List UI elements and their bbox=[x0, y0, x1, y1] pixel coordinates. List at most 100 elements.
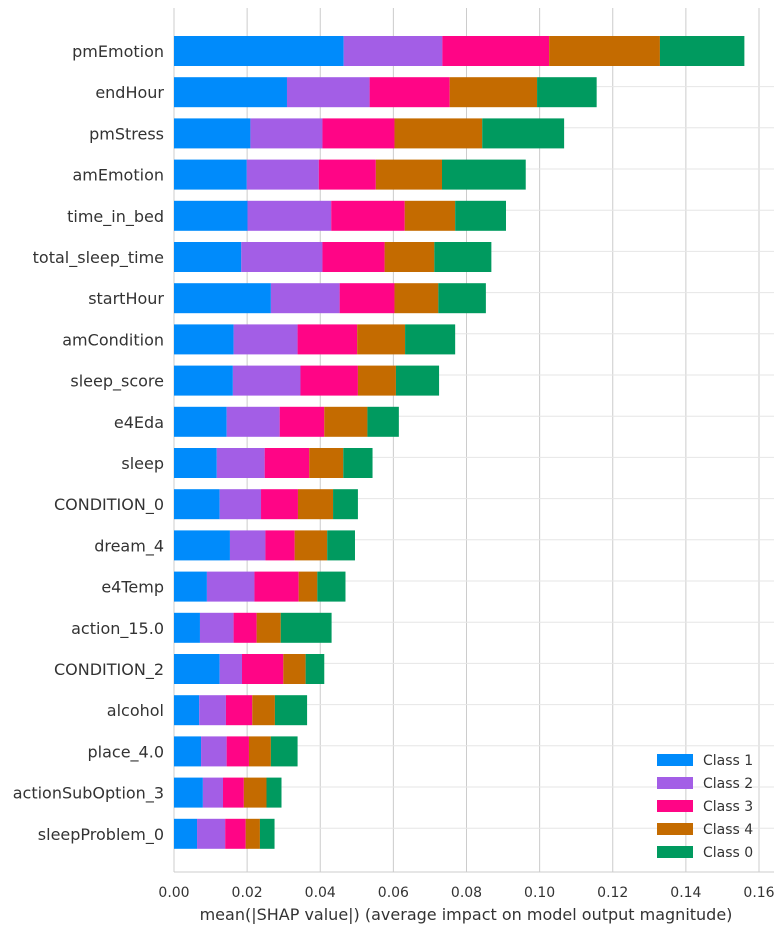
bar-class-2 bbox=[202, 777, 223, 808]
bar-class-4 bbox=[298, 571, 318, 602]
feature-label: sleepProblem_0 bbox=[38, 825, 164, 845]
feature-label: amEmotion bbox=[72, 166, 164, 185]
legend-item: Class 1 bbox=[657, 753, 753, 769]
feature-label: dream_4 bbox=[94, 536, 164, 556]
bar-class-4 bbox=[294, 530, 328, 561]
legend-item: Class 0 bbox=[657, 845, 753, 861]
bar-class-1 bbox=[174, 777, 203, 808]
feature-label: CONDITION_0 bbox=[54, 495, 164, 515]
bar-class-2 bbox=[233, 324, 298, 355]
bar-class-3 bbox=[222, 777, 244, 808]
feature-label: amCondition bbox=[62, 330, 164, 349]
legend-swatch bbox=[657, 846, 693, 858]
x-tick-label: 0.02 bbox=[232, 885, 263, 901]
bar-class-0 bbox=[537, 77, 597, 108]
x-axis-title: mean(|SHAP value|) (average impact on mo… bbox=[200, 905, 733, 924]
bar-class-2 bbox=[270, 283, 340, 314]
bar-class-1 bbox=[174, 324, 234, 355]
legend-swatch bbox=[657, 777, 693, 789]
bar-class-2 bbox=[219, 654, 243, 684]
bar-class-1 bbox=[174, 36, 344, 66]
bar-class-0 bbox=[395, 365, 440, 396]
bar-class-4 bbox=[394, 118, 483, 149]
bar-stack-actionSubOption_3 bbox=[174, 777, 282, 808]
feature-label: place_4.0 bbox=[88, 742, 165, 762]
bar-class-0 bbox=[274, 695, 308, 726]
bar-class-1 bbox=[174, 736, 202, 767]
bar-class-0 bbox=[442, 159, 526, 190]
feature-label: sleep bbox=[121, 454, 164, 473]
legend-swatch bbox=[657, 754, 693, 766]
bar-stack-action_15.0 bbox=[174, 612, 332, 643]
bar-stack-endHour bbox=[174, 77, 597, 108]
bar-class-2 bbox=[247, 200, 332, 231]
bar-class-1 bbox=[174, 406, 227, 437]
bar-class-1 bbox=[174, 159, 247, 190]
bar-class-1 bbox=[174, 242, 242, 272]
bar-class-2 bbox=[250, 118, 323, 149]
bar-class-4 bbox=[384, 242, 435, 272]
bar-class-0 bbox=[434, 242, 492, 272]
bar-class-1 bbox=[174, 365, 233, 396]
feature-label: sleep_score bbox=[70, 372, 164, 392]
bar-class-0 bbox=[327, 530, 355, 561]
feature-label: CONDITION_2 bbox=[54, 660, 164, 680]
bar-stack-pmEmotion bbox=[174, 36, 745, 66]
bar-class-2 bbox=[343, 36, 443, 66]
legend-label: Class 3 bbox=[703, 799, 753, 815]
bar-stack-startHour bbox=[174, 283, 486, 314]
bar-class-3 bbox=[318, 159, 376, 190]
bar-class-3 bbox=[322, 242, 385, 272]
bar-class-3 bbox=[322, 118, 395, 149]
x-tick-label: 0.12 bbox=[597, 885, 628, 901]
legend-label: Class 0 bbox=[703, 845, 753, 861]
bar-class-3 bbox=[264, 448, 310, 478]
x-tick-label: 0.00 bbox=[158, 885, 189, 901]
bar-stack-amEmotion bbox=[174, 159, 526, 190]
bar-class-4 bbox=[243, 777, 267, 808]
bar-stacks bbox=[174, 36, 745, 849]
bar-class-3 bbox=[226, 736, 249, 767]
bar-class-4 bbox=[394, 283, 439, 314]
bar-class-4 bbox=[252, 695, 275, 726]
legend-label: Class 1 bbox=[703, 753, 753, 769]
bar-class-4 bbox=[357, 365, 396, 396]
bar-stack-time_in_bed bbox=[174, 200, 506, 231]
bar-class-1 bbox=[174, 448, 217, 478]
bar-class-2 bbox=[286, 77, 370, 108]
bar-class-2 bbox=[197, 818, 226, 849]
bar-stack-CONDITION_0 bbox=[174, 489, 358, 520]
bar-class-3 bbox=[261, 489, 298, 520]
bar-class-3 bbox=[254, 571, 299, 602]
bar-stack-amCondition bbox=[174, 324, 456, 355]
bar-class-1 bbox=[174, 818, 198, 849]
bar-class-0 bbox=[455, 200, 506, 231]
feature-label: action_15.0 bbox=[71, 619, 164, 639]
bar-class-2 bbox=[216, 448, 265, 478]
x-tick-label: 0.08 bbox=[451, 885, 482, 901]
bar-class-2 bbox=[201, 736, 227, 767]
bar-class-0 bbox=[367, 406, 399, 437]
feature-label: pmStress bbox=[89, 124, 164, 143]
bar-class-4 bbox=[256, 612, 281, 643]
feature-label: e4Temp bbox=[101, 578, 164, 597]
bar-class-4 bbox=[375, 159, 443, 190]
bar-class-0 bbox=[270, 736, 298, 767]
feature-label: alcohol bbox=[107, 701, 164, 720]
bar-class-2 bbox=[199, 612, 234, 643]
bar-class-0 bbox=[266, 777, 282, 808]
bar-class-2 bbox=[241, 242, 323, 272]
bar-class-4 bbox=[404, 200, 456, 231]
bar-class-0 bbox=[333, 489, 358, 520]
legend-item: Class 2 bbox=[657, 776, 753, 792]
bar-class-1 bbox=[174, 571, 207, 602]
bar-class-3 bbox=[300, 365, 358, 396]
bar-class-4 bbox=[549, 36, 660, 66]
bar-class-1 bbox=[174, 200, 248, 231]
bar-stack-alcohol bbox=[174, 695, 308, 726]
bar-class-4 bbox=[283, 654, 306, 684]
legend-item: Class 4 bbox=[657, 822, 753, 838]
bar-class-3 bbox=[331, 200, 405, 231]
bar-class-1 bbox=[174, 695, 200, 726]
